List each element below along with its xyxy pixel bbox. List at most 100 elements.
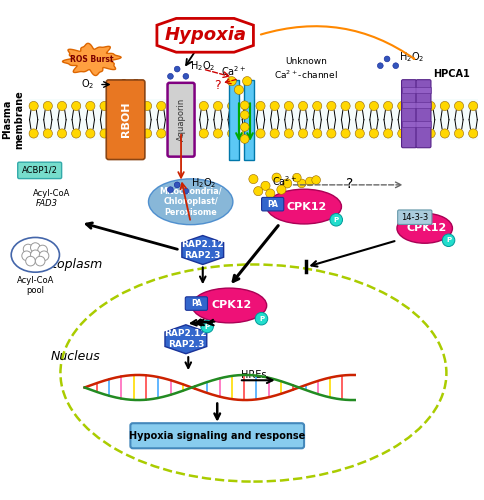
Polygon shape	[165, 325, 206, 354]
Circle shape	[425, 129, 434, 138]
Text: Unknown
Ca$^{2+}$-channel: Unknown Ca$^{2+}$-channel	[274, 57, 338, 82]
FancyBboxPatch shape	[401, 88, 431, 93]
Circle shape	[411, 102, 420, 110]
FancyBboxPatch shape	[167, 83, 194, 156]
Circle shape	[39, 251, 49, 260]
Circle shape	[284, 102, 293, 110]
Circle shape	[38, 245, 47, 255]
Circle shape	[43, 102, 52, 110]
Text: HREs: HREs	[241, 370, 266, 380]
Circle shape	[200, 320, 213, 333]
Circle shape	[354, 129, 363, 138]
Circle shape	[29, 129, 38, 138]
Circle shape	[114, 102, 123, 110]
Polygon shape	[182, 236, 223, 264]
Circle shape	[439, 102, 449, 110]
Text: ?: ?	[214, 80, 221, 92]
FancyBboxPatch shape	[185, 297, 207, 310]
Text: Plasma
membrane: Plasma membrane	[2, 90, 24, 149]
Circle shape	[340, 129, 349, 138]
Text: P: P	[333, 217, 338, 223]
Circle shape	[292, 174, 301, 182]
Ellipse shape	[11, 238, 60, 272]
Text: CPK12: CPK12	[286, 202, 326, 211]
Circle shape	[22, 251, 31, 260]
Ellipse shape	[266, 189, 341, 224]
Circle shape	[411, 129, 420, 138]
Circle shape	[234, 85, 243, 94]
Text: Cytoplasm: Cytoplasm	[36, 258, 102, 271]
Circle shape	[256, 129, 265, 138]
Circle shape	[57, 102, 66, 110]
Circle shape	[26, 256, 35, 266]
Circle shape	[276, 185, 286, 194]
Circle shape	[142, 129, 151, 138]
Circle shape	[298, 129, 307, 138]
Circle shape	[468, 129, 477, 138]
Circle shape	[383, 129, 392, 138]
Text: P: P	[204, 324, 209, 330]
Text: Ca$^{2+}$: Ca$^{2+}$	[221, 64, 246, 78]
Circle shape	[128, 129, 137, 138]
Circle shape	[72, 129, 81, 138]
Circle shape	[240, 110, 249, 120]
Ellipse shape	[192, 288, 266, 323]
Circle shape	[213, 129, 222, 138]
FancyBboxPatch shape	[401, 102, 431, 108]
Circle shape	[272, 173, 281, 182]
Circle shape	[260, 181, 270, 190]
Circle shape	[57, 129, 66, 138]
Circle shape	[100, 102, 109, 110]
Circle shape	[369, 129, 378, 138]
Circle shape	[311, 176, 320, 184]
Text: Acyl-CoA: Acyl-CoA	[32, 189, 70, 198]
Text: Acyl-CoA
pool: Acyl-CoA pool	[16, 276, 54, 295]
Circle shape	[240, 101, 249, 110]
FancyBboxPatch shape	[397, 210, 431, 224]
FancyBboxPatch shape	[228, 80, 239, 160]
Circle shape	[255, 312, 267, 325]
Circle shape	[377, 63, 382, 68]
Circle shape	[312, 129, 321, 138]
Text: HPCA1: HPCA1	[433, 69, 469, 79]
Circle shape	[454, 129, 463, 138]
Circle shape	[369, 102, 378, 110]
Circle shape	[170, 102, 180, 110]
Text: RBOH: RBOH	[121, 102, 130, 138]
FancyBboxPatch shape	[401, 121, 431, 127]
Ellipse shape	[148, 179, 232, 224]
Circle shape	[128, 102, 137, 110]
Text: ?: ?	[346, 177, 353, 191]
Circle shape	[185, 129, 194, 138]
Text: Hypoxia signaling and response: Hypoxia signaling and response	[129, 431, 305, 441]
Circle shape	[248, 174, 257, 184]
Circle shape	[213, 102, 222, 110]
Circle shape	[256, 102, 265, 110]
Circle shape	[253, 186, 262, 196]
Text: Aquaporin: Aquaporin	[176, 98, 185, 142]
Text: P: P	[445, 238, 450, 244]
Text: PA: PA	[191, 299, 201, 308]
Text: PA: PA	[267, 200, 277, 208]
Text: RAP2.12
RAP2.3: RAP2.12 RAP2.3	[164, 329, 207, 349]
FancyBboxPatch shape	[261, 198, 283, 211]
Circle shape	[340, 102, 349, 110]
Circle shape	[86, 129, 95, 138]
Text: O$_2$: O$_2$	[81, 78, 94, 92]
Text: H$_2$O$_2$: H$_2$O$_2$	[398, 50, 424, 64]
Circle shape	[30, 250, 40, 260]
Text: Hypoxia: Hypoxia	[164, 26, 246, 44]
Circle shape	[227, 76, 236, 86]
Circle shape	[182, 188, 188, 194]
FancyBboxPatch shape	[18, 162, 61, 178]
Circle shape	[305, 177, 314, 186]
Text: ROS Burst: ROS Burst	[70, 55, 113, 64]
Circle shape	[326, 129, 335, 138]
Circle shape	[354, 102, 363, 110]
Circle shape	[156, 129, 166, 138]
Circle shape	[29, 102, 38, 110]
Circle shape	[23, 244, 33, 254]
Circle shape	[454, 102, 463, 110]
Circle shape	[241, 102, 250, 110]
Circle shape	[30, 243, 40, 252]
